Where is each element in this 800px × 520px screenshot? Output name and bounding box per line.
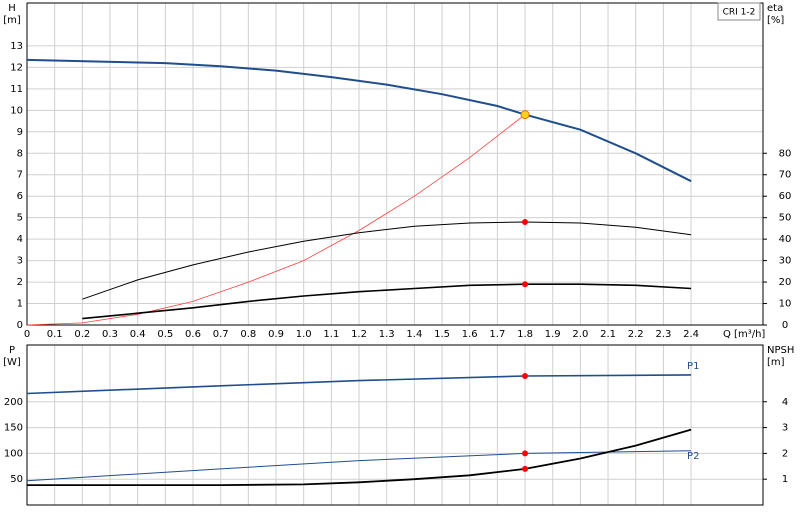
y-tick-label: 6	[17, 191, 23, 202]
x-tick-label: 2.1	[600, 329, 616, 340]
y-tick-label: 2	[17, 277, 23, 288]
x-tick-label: 1.8	[517, 329, 533, 340]
title-box	[717, 2, 761, 21]
y-tick-label: 9	[17, 127, 23, 138]
y2-tick-label: 0	[782, 320, 788, 331]
y-axis-label: H	[8, 3, 16, 14]
x-tick-label: 0.3	[102, 329, 118, 340]
x-tick-label: 2.3	[655, 329, 671, 340]
x-tick-label: 0.9	[268, 329, 284, 340]
y-tick-label: 50	[10, 474, 23, 485]
y-axis-label: P	[9, 345, 15, 356]
operating-point	[522, 372, 529, 379]
y2-tick-label: 40	[779, 234, 792, 245]
x-tick-label: 0.5	[157, 329, 173, 340]
y2-tick-label: 80	[779, 148, 792, 159]
x-tick-label: 0.6	[185, 329, 201, 340]
x-tick-label: 0.4	[130, 329, 146, 340]
x-tick-label: 1.0	[296, 329, 312, 340]
operating-point	[522, 281, 529, 288]
y2-tick-label: 50	[779, 213, 792, 224]
y-axis-unit: [W]	[3, 357, 21, 368]
series-label: P2	[687, 451, 699, 462]
chart-title: CRI 1-2	[723, 8, 756, 18]
y-tick-label: 0	[17, 320, 23, 331]
x-tick-label: 1.7	[489, 329, 505, 340]
curve	[26, 374, 692, 395]
series-label: P1	[687, 361, 699, 372]
x-tick-label: 2.4	[683, 329, 699, 340]
y2-axis-unit: [m]	[767, 357, 785, 368]
y2-axis-label: eta	[767, 3, 783, 14]
y-tick-label: 10	[10, 105, 23, 116]
operating-point	[520, 110, 530, 120]
x-tick-label: 1.2	[351, 329, 367, 340]
y2-tick-label: 1	[782, 474, 788, 485]
y-tick-label: 1	[17, 299, 23, 310]
y-tick-label: 13	[10, 41, 23, 52]
y2-axis-unit: [%]	[767, 15, 784, 26]
x-tick-label: 0	[24, 329, 30, 340]
y-axis-unit: [m]	[3, 15, 21, 26]
x-tick-label: 0.1	[47, 329, 63, 340]
plot-frame	[26, 2, 764, 326]
x-tick-label: 1.5	[434, 329, 450, 340]
y-tick-label: 4	[17, 234, 23, 245]
y2-tick-label: 20	[779, 277, 792, 288]
y-tick-label: 150	[4, 423, 23, 434]
y-tick-label: 11	[10, 84, 23, 95]
plot-frame	[26, 344, 764, 506]
curve	[82, 221, 692, 300]
operating-point	[522, 465, 529, 472]
x-tick-label: 1.9	[545, 329, 561, 340]
x-tick-label: 1.6	[462, 329, 478, 340]
y-tick-label: 12	[10, 62, 23, 73]
x-tick-label: 0.2	[74, 329, 90, 340]
y-tick-label: 100	[4, 448, 23, 459]
y2-tick-label: 30	[779, 256, 792, 267]
curve	[82, 283, 692, 320]
y2-tick-label: 10	[779, 299, 792, 310]
curve	[26, 114, 526, 326]
y2-tick-label: 60	[779, 191, 792, 202]
curve	[26, 450, 692, 482]
curve	[27, 428, 692, 486]
y-tick-label: 8	[17, 148, 23, 159]
x-tick-label: 0.7	[213, 329, 229, 340]
y2-tick-label: 4	[782, 397, 788, 408]
x-tick-label: 0.8	[240, 329, 256, 340]
x-tick-label: 1.3	[379, 329, 395, 340]
x-tick-label: 2.0	[572, 329, 588, 340]
y-tick-label: 7	[17, 170, 23, 181]
operating-point	[522, 450, 529, 457]
y-tick-label: 5	[17, 213, 23, 224]
y-tick-label: 3	[17, 256, 23, 267]
curve	[26, 58, 692, 183]
x-tick-label: 2.2	[628, 329, 644, 340]
y2-tick-label: 70	[779, 170, 792, 181]
operating-point	[522, 218, 529, 225]
y2-tick-label: 3	[782, 423, 788, 434]
y-tick-label: 200	[4, 397, 23, 408]
x-axis-label: Q [m³/h]	[723, 329, 765, 340]
y2-tick-label: 2	[782, 448, 788, 459]
y2-axis-label: NPSH	[767, 345, 794, 356]
x-tick-label: 1.4	[406, 329, 422, 340]
x-tick-label: 1.1	[323, 329, 339, 340]
